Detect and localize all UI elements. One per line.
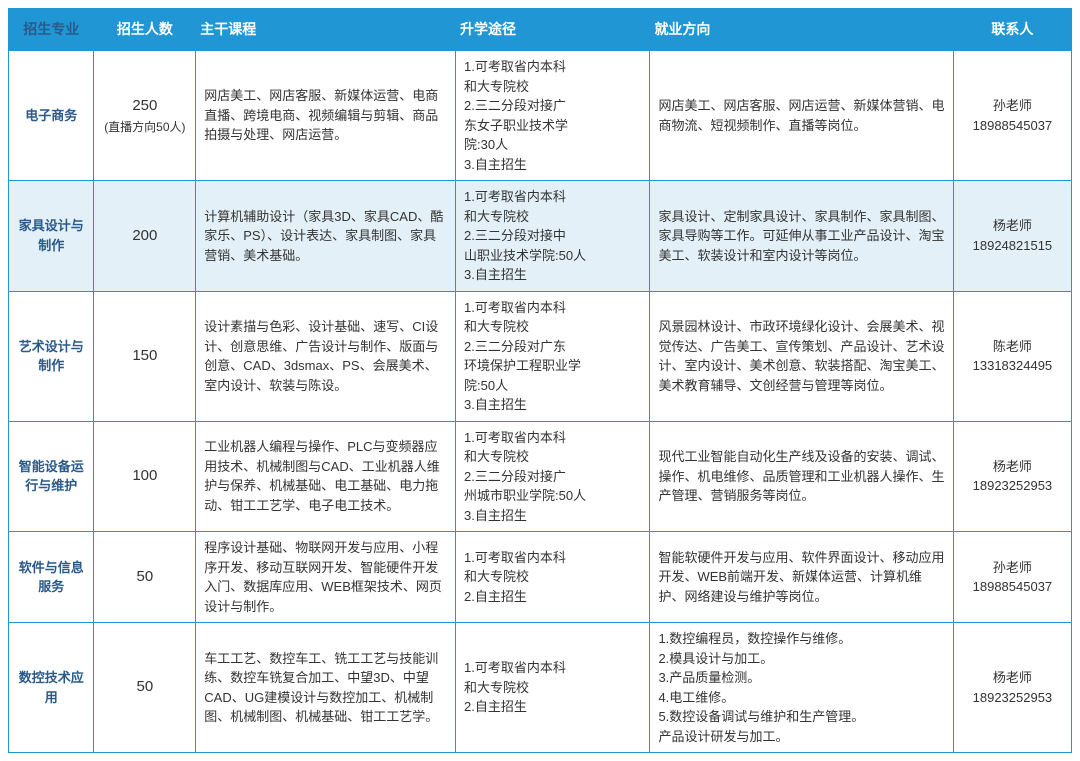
- enroll-main: 200: [102, 225, 187, 248]
- cell-career: 网店美工、网店客服、网店运营、新媒体营销、电商物流、短视频制作、直播等岗位。: [650, 51, 953, 181]
- cell-major: 数控技术应用: [9, 623, 94, 753]
- contact-name: 孙老师: [962, 96, 1063, 116]
- cell-enroll: 50: [94, 623, 196, 753]
- enroll-main: 50: [102, 676, 187, 699]
- header-contact: 联系人: [953, 9, 1071, 51]
- enrollment-table: 招生专业 招生人数 主干课程 升学途径 就业方向 联系人 电子商务250(直播方…: [8, 8, 1072, 753]
- cell-path: 1.可考取省内本科 和大专院校 2.三二分段对接广 州城市职业学院:50人 3.…: [456, 421, 650, 532]
- table-row: 家具设计与制作 200 计算机辅助设计（家具3D、家具CAD、酷家乐、PS）、设计表…: [9, 181, 1072, 292]
- cell-enroll: 150: [94, 291, 196, 421]
- cell-major: 电子商务: [9, 51, 94, 181]
- cell-career: 风景园林设计、市政环境绿化设计、会展美术、视觉传达、广告美工、宣传策划、产品设计…: [650, 291, 953, 421]
- contact-name: 杨老师: [962, 216, 1063, 236]
- cell-path: 1.可考取省内本科 和大专院校 2.三二分段对接中 山职业技术学院:50人 3.…: [456, 181, 650, 292]
- enroll-sub: (直播方向50人): [102, 118, 187, 136]
- table-row: 艺术设计与制作 150 设计素描与色彩、设计基础、速写、CI设计、创意思维、广告设计…: [9, 291, 1072, 421]
- cell-career: 智能软硬件开发与应用、软件界面设计、移动应用开发、WEB前端开发、新媒体运营、计…: [650, 532, 953, 623]
- table-body: 电子商务250(直播方向50人)网店美工、网店客服、新媒体运营、电商直播、跨境电…: [9, 51, 1072, 753]
- cell-courses: 工业机器人编程与操作、PLC与变频器应用技术、机械制图与CAD、工业机器人维护与…: [196, 421, 456, 532]
- contact-phone: 18988545037: [962, 116, 1063, 136]
- contact-phone: 18988545037: [962, 577, 1063, 597]
- contact-phone: 18923252953: [962, 688, 1063, 708]
- header-row: 招生专业 招生人数 主干课程 升学途径 就业方向 联系人: [9, 9, 1072, 51]
- cell-contact: 杨老师18923252953: [953, 623, 1071, 753]
- cell-path: 1.可考取省内本科 和大专院校 2.自主招生: [456, 623, 650, 753]
- cell-major: 艺术设计与制作: [9, 291, 94, 421]
- cell-contact: 孙老师18988545037: [953, 532, 1071, 623]
- cell-contact: 杨老师18924821515: [953, 181, 1071, 292]
- cell-major: 智能设备运行与维护: [9, 421, 94, 532]
- cell-path: 1.可考取省内本科 和大专院校 2.三二分段对广东 环境保护工程职业学 院:50…: [456, 291, 650, 421]
- contact-name: 杨老师: [962, 457, 1063, 477]
- cell-contact: 陈老师13318324495: [953, 291, 1071, 421]
- header-enroll: 招生人数: [94, 9, 196, 51]
- header-courses: 主干课程: [196, 9, 456, 51]
- contact-name: 陈老师: [962, 337, 1063, 357]
- contact-phone: 13318324495: [962, 356, 1063, 376]
- contact-name: 杨老师: [962, 668, 1063, 688]
- cell-career: 现代工业智能自动化生产线及设备的安装、调试、操作、机电维修、品质管理和工业机器人…: [650, 421, 953, 532]
- cell-path: 1.可考取省内本科 和大专院校 2.自主招生: [456, 532, 650, 623]
- cell-courses: 设计素描与色彩、设计基础、速写、CI设计、创意思维、广告设计与制作、版面与创意、…: [196, 291, 456, 421]
- table-row: 智能设备运行与维护 100 工业机器人编程与操作、PLC与变频器应用技术、机械制图与…: [9, 421, 1072, 532]
- table-row: 数控技术应用 50 车工工艺、数控车工、铣工工艺与技能训练、数控车铣复合加工、中望3…: [9, 623, 1072, 753]
- header-major: 招生专业: [9, 9, 94, 51]
- header-career: 就业方向: [650, 9, 953, 51]
- cell-enroll: 200: [94, 181, 196, 292]
- cell-major: 软件与信息服务: [9, 532, 94, 623]
- cell-career: 家具设计、定制家具设计、家具制作、家具制图、家具导购等工作。可延伸从事工业产品设…: [650, 181, 953, 292]
- cell-contact: 孙老师18988545037: [953, 51, 1071, 181]
- cell-enroll: 50: [94, 532, 196, 623]
- cell-courses: 网店美工、网店客服、新媒体运营、电商直播、跨境电商、视频编辑与剪辑、商品拍摄与处…: [196, 51, 456, 181]
- table-row: 电子商务250(直播方向50人)网店美工、网店客服、新媒体运营、电商直播、跨境电…: [9, 51, 1072, 181]
- table-row: 软件与信息服务 50 程序设计基础、物联网开发与应用、小程序开发、移动互联网开发、智…: [9, 532, 1072, 623]
- header-path: 升学途径: [456, 9, 650, 51]
- cell-enroll: 250(直播方向50人): [94, 51, 196, 181]
- cell-major: 家具设计与制作: [9, 181, 94, 292]
- enroll-main: 150: [102, 345, 187, 368]
- contact-phone: 18923252953: [962, 476, 1063, 496]
- cell-courses: 程序设计基础、物联网开发与应用、小程序开发、移动互联网开发、智能硬件开发入门、数…: [196, 532, 456, 623]
- enroll-main: 100: [102, 465, 187, 488]
- cell-courses: 计算机辅助设计（家具3D、家具CAD、酷家乐、PS）、设计表达、家具制图、家具营…: [196, 181, 456, 292]
- cell-path: 1.可考取省内本科 和大专院校 2.三二分段对接广 东女子职业技术学 院:30人…: [456, 51, 650, 181]
- cell-contact: 杨老师18923252953: [953, 421, 1071, 532]
- contact-phone: 18924821515: [962, 236, 1063, 256]
- enroll-main: 250: [102, 95, 187, 118]
- contact-name: 孙老师: [962, 558, 1063, 578]
- cell-courses: 车工工艺、数控车工、铣工工艺与技能训练、数控车铣复合加工、中望3D、中望CAD、…: [196, 623, 456, 753]
- enroll-main: 50: [102, 566, 187, 589]
- cell-enroll: 100: [94, 421, 196, 532]
- cell-career: 1.数控编程员，数控操作与维修。 2.模具设计与加工。 3.产品质量检测。 4.…: [650, 623, 953, 753]
